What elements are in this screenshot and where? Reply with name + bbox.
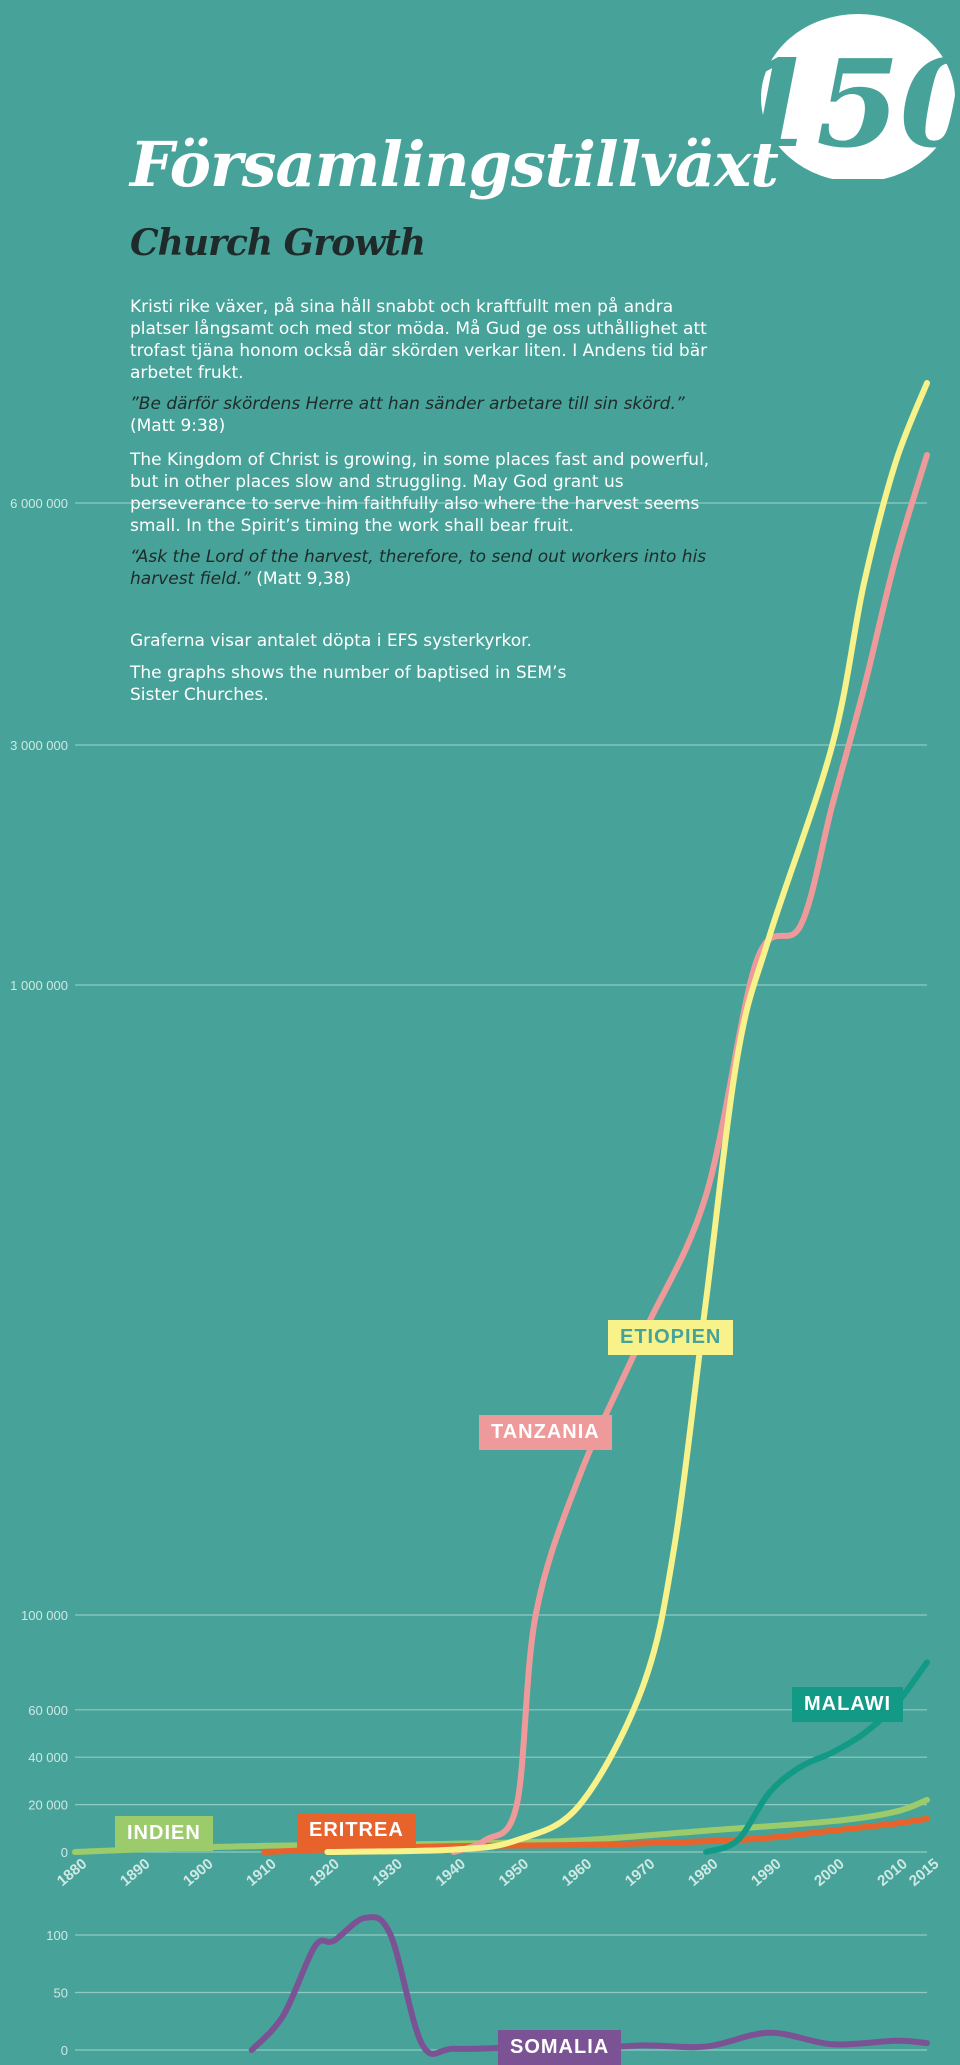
y-tick-label: 50 xyxy=(54,1986,68,2001)
y-tick-label: 3 000 000 xyxy=(10,738,68,753)
x-tick-label: 1970 xyxy=(622,1855,658,1889)
legend-label-malawi: MALAWI xyxy=(792,1687,904,1722)
legend-label-eritrea: ERITREA xyxy=(297,1813,416,1848)
y-tick-label: 1 000 000 xyxy=(10,978,68,993)
y-axis-ticks: 0 20 000 40 000 60 000 100 000 1 000 000 3 000… xyxy=(10,496,68,2058)
intro-en-paragraph: The Kingdom of Christ is growing, in som… xyxy=(130,450,710,536)
x-tick-label: 1910 xyxy=(243,1855,279,1889)
x-tick-label: 1990 xyxy=(748,1855,784,1889)
y-tick-label: 100 000 xyxy=(21,1608,68,1623)
x-axis-ticks: 1880 1890 1900 1910 1920 1930 1940 1950 1960 1970… xyxy=(54,1855,942,1889)
en-quote: “Ask the Lord of the harvest, therefore,… xyxy=(130,547,707,589)
y-tick-label: 0 xyxy=(61,1845,68,1860)
x-tick-label: 1930 xyxy=(369,1855,405,1889)
x-tick-label: 1900 xyxy=(180,1855,216,1889)
anniversary-badge: 150 xyxy=(748,14,958,179)
page-title: Församlingstillväxt xyxy=(130,128,779,201)
x-tick-label: 1960 xyxy=(559,1855,595,1889)
y-tick-label: 20 000 xyxy=(28,1798,68,1813)
legend-label-etiopien: ETIOPIEN xyxy=(608,1320,734,1355)
en-quote-ref: (Matt 9,38) xyxy=(256,569,352,589)
sv-quote-ref: (Matt 9:38) xyxy=(130,416,226,436)
x-tick-label: 1980 xyxy=(685,1855,721,1889)
x-tick-label: 2000 xyxy=(811,1855,847,1889)
series-line-etiopien xyxy=(324,380,930,1855)
y-tick-label: 100 xyxy=(46,1928,68,1943)
badge-number: 150 xyxy=(748,34,958,175)
x-tick-label: 1920 xyxy=(306,1855,342,1889)
series-lines xyxy=(72,380,930,2057)
x-tick-label: 2010 xyxy=(874,1855,910,1889)
note-en: The graphs shows the number of baptised … xyxy=(130,663,567,705)
page-subtitle: Church Growth xyxy=(130,222,426,264)
y-tick-label: 40 000 xyxy=(28,1750,68,1765)
legend-label-indien: INDIEN xyxy=(115,1816,213,1851)
series-line-somalia xyxy=(248,1914,930,2057)
x-tick-label: 1880 xyxy=(54,1855,90,1889)
intro-sv-paragraph: Kristi rike växer, på sina håll snabbt o… xyxy=(130,297,708,383)
legend-label-tanzania: TANZANIA xyxy=(479,1415,612,1450)
x-tick-label: 2015 xyxy=(906,1855,942,1889)
y-tick-label: 6 000 000 xyxy=(10,496,68,511)
series-line-indien xyxy=(72,1796,930,1855)
x-tick-label: 1940 xyxy=(433,1855,469,1889)
y-tick-label: 60 000 xyxy=(28,1703,68,1718)
intro-sv-quote-block: ”Be därför skördens Herre att han sänder… xyxy=(130,393,710,437)
x-tick-label: 1890 xyxy=(117,1855,153,1889)
sv-quote: ”Be därför skördens Herre att han sänder… xyxy=(130,394,685,414)
legend-label-somalia: SOMALIA xyxy=(498,2030,622,2065)
y-tick-label: 0 xyxy=(61,2043,68,2058)
series-line-tanzania xyxy=(450,452,930,1855)
intro-en-quote-block: “Ask the Lord of the harvest, therefore,… xyxy=(130,546,710,590)
x-tick-label: 1950 xyxy=(496,1855,532,1889)
note-sv: Graferna visar antalet döpta i EFS syste… xyxy=(130,631,532,651)
